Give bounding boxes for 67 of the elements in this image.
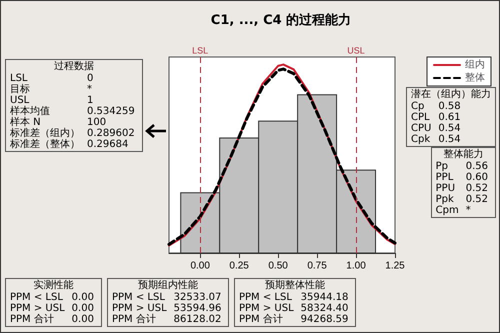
- text: Pp: [436, 161, 450, 172]
- text: 目标: [10, 84, 31, 95]
- legend-label: 组内: [465, 58, 485, 70]
- text: 0.54: [437, 134, 462, 145]
- text: Cp: [411, 101, 426, 112]
- text: 0.60: [464, 172, 489, 183]
- text: 实测性能: [32, 280, 74, 291]
- text: *: [86, 84, 93, 95]
- x-tick-label: 1.25: [385, 260, 406, 272]
- x-tick-label: 1.00: [346, 260, 366, 272]
- text: 0.00: [70, 314, 95, 325]
- x-tick-label: 0.00: [190, 260, 210, 272]
- text: 100: [86, 117, 108, 128]
- text: 标准差（组内）: [10, 128, 81, 139]
- text: 0.61: [437, 112, 462, 123]
- legend-label: 整体: [465, 72, 485, 84]
- text: 32533.07: [172, 292, 222, 303]
- text: PPM < LSL: [239, 292, 293, 303]
- x-tick-label: 0.75: [307, 260, 328, 272]
- text: 1: [86, 95, 94, 106]
- text: 样本均值: [10, 106, 51, 117]
- text: 0.00: [70, 292, 95, 303]
- text: 35944.18: [300, 292, 350, 303]
- text: 0.56: [464, 161, 489, 172]
- text: Cpm: [436, 205, 460, 216]
- text: CPL: [411, 112, 431, 123]
- text: 0.52: [464, 194, 489, 205]
- text: PPU: [436, 183, 456, 194]
- text: 0.52: [464, 183, 489, 194]
- text: 0.534259: [86, 106, 136, 117]
- chart-title: C1, ..., C4 的过程能力: [210, 12, 352, 28]
- text: 预期整体性能: [264, 280, 326, 291]
- text: PPM 合计: [10, 314, 55, 325]
- text: *: [464, 205, 472, 216]
- text: 0.29684: [86, 139, 130, 150]
- text: PPM < LSL: [112, 292, 166, 303]
- text: 0.289602: [86, 128, 136, 139]
- text: 标准差（整体）: [10, 139, 81, 150]
- text: 0: [86, 73, 94, 84]
- text: 86128.02: [172, 314, 222, 325]
- text: Cpk: [411, 134, 432, 145]
- text: PPM < LSL: [10, 292, 64, 303]
- text: PPL: [436, 172, 454, 183]
- text: 0.58: [437, 101, 462, 112]
- text: PPM > USL: [10, 303, 66, 314]
- text: PPM > USL: [112, 303, 168, 314]
- text: 样本 N: [10, 117, 42, 128]
- ref-line-label: LSL: [192, 46, 208, 56]
- text: 整体能力: [442, 149, 484, 160]
- x-tick-label: 0.25: [229, 260, 250, 272]
- text: 53594.96: [172, 303, 222, 314]
- text: 过程数据: [52, 61, 95, 72]
- ref-line-label: USL: [347, 46, 365, 56]
- text: 潜在（组内）能力: [411, 89, 491, 100]
- text: CPU: [411, 123, 432, 134]
- text: 58324.40: [300, 303, 350, 314]
- x-tick-label: 0.50: [268, 260, 288, 272]
- text: LSL: [10, 73, 28, 84]
- text: PPM > USL: [239, 303, 295, 314]
- text: PPM 合计: [239, 314, 284, 325]
- text: USL: [10, 95, 30, 106]
- text: 0.00: [70, 303, 95, 314]
- text: 预期组内性能: [137, 280, 200, 291]
- text: PPM 合计: [112, 314, 157, 325]
- text: 94268.59: [300, 314, 350, 325]
- text: Ppk: [436, 194, 455, 205]
- text: 0.54: [437, 123, 462, 134]
